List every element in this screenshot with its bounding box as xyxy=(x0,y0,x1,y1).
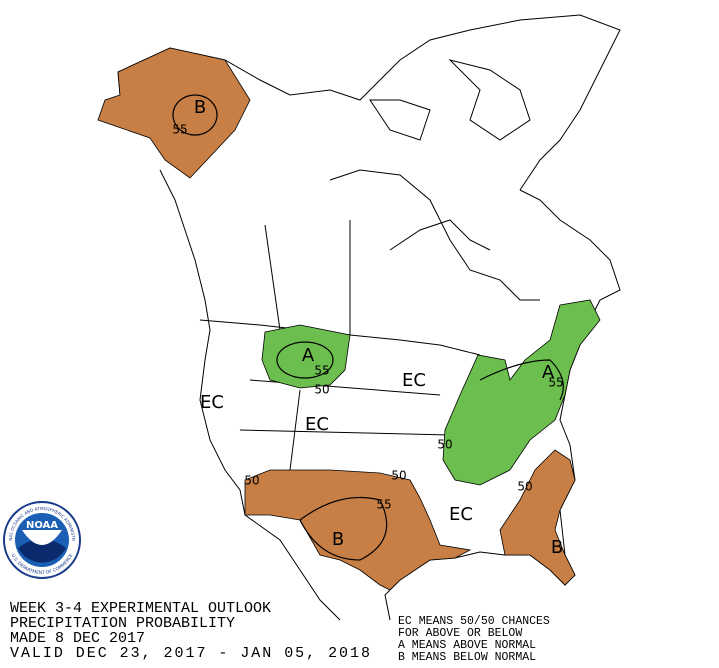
legend-line: B MEANS BELOW NORMAL xyxy=(398,651,536,664)
map-label: 50 xyxy=(437,438,452,452)
contours xyxy=(172,94,564,561)
title-line: VALID DEC 23, 2017 - JAN 05, 2018 xyxy=(10,645,370,662)
below-normal-region xyxy=(499,449,576,586)
logo-ring-top: NATIONAL OCEANIC AND ATMOSPHERIC ADMINIS… xyxy=(0,0,76,541)
logo-wave xyxy=(18,539,66,563)
map-label: 55 xyxy=(376,498,391,512)
below-normal-region xyxy=(97,47,251,179)
caption: WEEK 3-4 EXPERIMENTAL OUTLOOKPRECIPITATI… xyxy=(10,600,550,664)
map-label: EC xyxy=(200,392,224,413)
title-line: MADE 8 DEC 2017 xyxy=(10,630,145,647)
map-label: A xyxy=(302,345,315,366)
map-label: B xyxy=(551,537,563,558)
map-label: EC xyxy=(449,504,473,525)
below-normal-region xyxy=(244,469,472,591)
legend-line: A MEANS ABOVE NORMAL xyxy=(398,639,536,652)
map-label: 55 xyxy=(172,123,187,137)
map-label: A xyxy=(542,362,555,383)
map-label: B xyxy=(194,97,206,118)
map-label: EC xyxy=(402,370,426,391)
map-label: B xyxy=(332,529,344,550)
probability-regions xyxy=(97,47,601,591)
map-label: 55 xyxy=(548,376,563,390)
above-normal-region xyxy=(442,299,601,486)
logo-ring-text: NATIONAL OCEANIC AND ATMOSPHERIC ADMINIS… xyxy=(0,0,76,541)
legend-line: FOR ABOVE OR BELOW xyxy=(398,627,522,640)
legend-line: EC MEANS 50/50 CHANCES xyxy=(398,615,550,628)
title-line: WEEK 3-4 EXPERIMENTAL OUTLOOK xyxy=(10,600,271,617)
title-line: PRECIPITATION PROBABILITY xyxy=(10,615,235,632)
map-label: 50 xyxy=(314,383,329,397)
map-label: 50 xyxy=(244,474,259,488)
map-label: 50 xyxy=(517,480,532,494)
map-label: EC xyxy=(305,414,329,435)
logo-bird xyxy=(22,530,62,545)
logo-text: NOAA xyxy=(26,520,58,531)
map-label: 55 xyxy=(314,364,329,378)
map-label: 50 xyxy=(391,469,406,483)
noaa-logo: NOAA NATIONAL OCEANIC AND ATMOSPHERIC AD… xyxy=(0,0,81,579)
